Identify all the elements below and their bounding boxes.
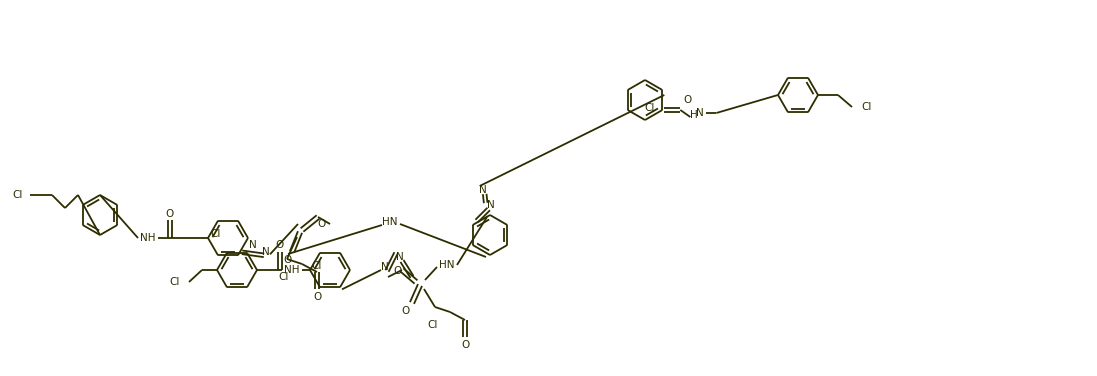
Text: H: H xyxy=(690,110,698,120)
Text: N: N xyxy=(396,252,404,262)
Text: O: O xyxy=(461,340,470,350)
Text: N: N xyxy=(697,108,704,118)
Text: HN: HN xyxy=(439,260,455,270)
Text: Cl: Cl xyxy=(279,272,290,282)
Text: O: O xyxy=(275,240,284,250)
Text: O: O xyxy=(318,219,326,229)
Text: N: N xyxy=(487,200,495,210)
Text: Cl: Cl xyxy=(428,320,438,330)
Text: NH: NH xyxy=(140,233,156,243)
Text: Cl: Cl xyxy=(861,102,871,112)
Text: O: O xyxy=(402,306,410,316)
Text: O: O xyxy=(394,266,403,276)
Text: O: O xyxy=(284,255,292,265)
Text: NH: NH xyxy=(284,265,299,275)
Text: HN: HN xyxy=(382,217,398,227)
Text: N: N xyxy=(478,185,487,195)
Text: N: N xyxy=(381,262,388,272)
Text: Cl: Cl xyxy=(645,103,655,113)
Text: O: O xyxy=(313,292,321,302)
Text: Cl: Cl xyxy=(211,229,222,239)
Text: O: O xyxy=(166,209,174,219)
Text: O: O xyxy=(683,95,691,105)
Text: Cl: Cl xyxy=(12,190,22,200)
Text: Cl: Cl xyxy=(312,261,323,271)
Text: Cl: Cl xyxy=(170,277,180,287)
Text: N: N xyxy=(262,247,270,257)
Text: N: N xyxy=(249,240,257,250)
